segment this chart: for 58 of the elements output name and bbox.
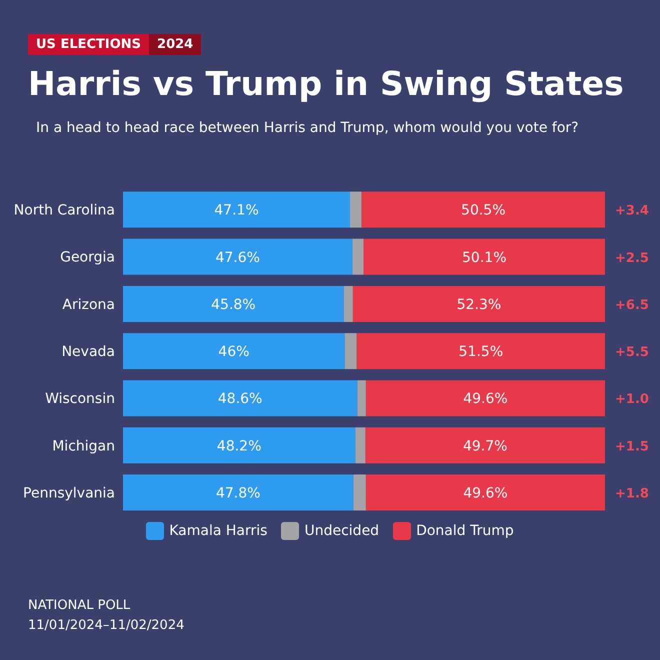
data-label: 52.3%: [456, 296, 502, 313]
bar: [357, 380, 366, 416]
bar: [123, 474, 354, 511]
y-tick-label: Georgia: [60, 250, 115, 266]
bar: [352, 286, 605, 322]
data-label: 46%: [218, 344, 250, 360]
bar: [123, 286, 344, 322]
bar: [355, 427, 366, 464]
text: +5.5: [615, 345, 649, 360]
bar: [356, 333, 605, 370]
text: +2.5: [615, 250, 649, 266]
bar: [123, 427, 356, 464]
text: 2024: [149, 34, 202, 55]
bar: [123, 380, 358, 416]
legend-label: Kamala Harris: [169, 523, 268, 539]
y-tick-label: Pennsylvania: [23, 485, 115, 502]
y-tick-label: Nevada: [62, 344, 115, 360]
text: +1.0: [615, 392, 649, 408]
y-tick-label: North Carolina: [14, 202, 115, 219]
data-label: 48.2%: [216, 438, 262, 454]
bar: [352, 238, 364, 275]
chart-subtitle: In a head to head race between Harris and Trump, whom would you vote for?: [36, 120, 579, 136]
legend-label: Donald Trump: [416, 523, 514, 539]
bar: [123, 192, 350, 228]
bar: [365, 427, 605, 464]
y-tick-label: Michigan: [52, 438, 115, 454]
bar: [366, 474, 605, 511]
data-label: 49.7%: [462, 438, 508, 454]
text: +1.8: [615, 486, 649, 502]
data-label: 50.5%: [461, 202, 506, 219]
data-label: 47.1%: [214, 202, 259, 219]
text: NATIONAL POLL: [28, 597, 132, 615]
bar: [123, 333, 345, 370]
data-label: 47.8%: [216, 486, 260, 502]
data-label: 51.5%: [458, 344, 504, 360]
legend-label: Undecided: [304, 523, 380, 539]
y-tick-label: Wisconsin: [45, 391, 115, 408]
text: +6.5: [615, 298, 649, 313]
bar: [350, 192, 362, 228]
text: +3.4: [615, 204, 649, 219]
data-label: 48.6%: [218, 391, 262, 408]
bar: [344, 286, 353, 322]
data-label: 47.6%: [215, 250, 260, 266]
text: US ELECTIONS: [28, 34, 150, 55]
data-label: 45.8%: [211, 296, 256, 313]
data-label: 50.1%: [462, 250, 506, 266]
chart-title: Harris vs Trump in Swing States: [28, 64, 624, 103]
bar: [364, 238, 605, 275]
bar: [123, 238, 352, 275]
bar: [366, 380, 605, 416]
bar: [353, 474, 366, 511]
text: 11/01/2024–11/02/2024: [28, 617, 184, 635]
y-tick-label: Arizona: [62, 296, 115, 313]
data-label: 49.6%: [463, 486, 508, 502]
data-label: 49.6%: [463, 391, 508, 408]
bar: [362, 192, 605, 228]
text: +1.5: [615, 439, 649, 454]
bar: [344, 333, 357, 370]
